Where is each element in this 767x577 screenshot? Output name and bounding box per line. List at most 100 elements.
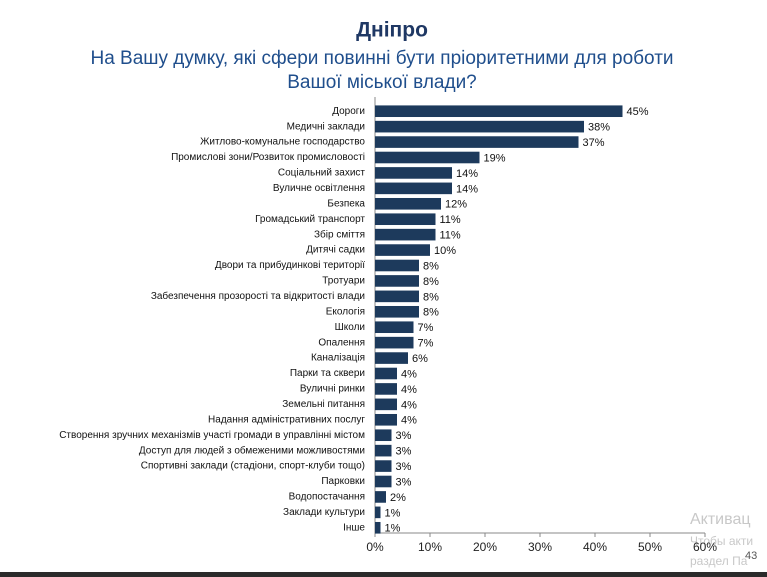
value-label: 6% [412,353,428,365]
bar [375,521,381,534]
value-label: 8% [423,260,439,272]
bar [375,136,579,148]
y-tick-label: Каналізація [311,353,365,364]
y-tick-label: Водопостачання [289,492,365,503]
y-tick-label: Школи [335,322,365,333]
y-tick-label: Інше [343,522,365,533]
bar [375,105,623,118]
bar [375,167,452,179]
x-tick-label: 10% [418,540,442,554]
value-label: 7% [418,322,434,334]
bar [375,275,419,287]
y-tick-label: Парки та сквери [290,368,365,379]
chart-title: Дніпро [356,19,428,42]
x-tick-label: 20% [473,540,497,554]
y-tick-label: Спортивні заклади (стадіони, спорт-клуби… [141,460,365,472]
value-label: 4% [401,368,417,380]
y-tick-label: Громадський транспорт [255,214,365,225]
value-label: 8% [423,276,439,288]
x-tick-label: 50% [638,540,662,554]
y-tick-label: Парковки [321,476,365,487]
value-label: 3% [396,461,412,473]
bar [375,383,397,395]
bar [375,228,436,241]
page-number: 43 [745,550,757,562]
chart-subtitle: На Вашу думку, які сфери повинні бути пр… [90,48,673,69]
watermark: раздел Па [690,554,748,568]
y-tick-label: Земельні питання [282,399,365,410]
bar [375,259,419,272]
bar [375,290,419,303]
value-label: 3% [396,430,412,442]
value-label: 38% [588,122,610,134]
value-label: 1% [385,507,401,519]
y-tick-label: Збір сміття [314,228,365,240]
y-tick-label: Двори та прибудинкові території [215,259,365,271]
value-label: 8% [423,307,439,319]
y-tick-label: Опалення [318,337,365,348]
value-label: 3% [396,476,412,488]
value-label: 7% [418,338,434,350]
bar [375,460,392,472]
y-tick-label: Вуличне освітлення [273,183,365,194]
x-tick-label: 30% [528,540,552,554]
y-tick-label: Соціальний захист [278,168,366,179]
y-tick-label: Створення зручних механізмів участі гром… [59,430,365,441]
bar [375,120,584,133]
watermark: Чтобы акти [690,534,753,548]
bar [375,151,480,164]
y-tick-label: Тротуари [322,276,365,287]
y-tick-label: Дитячі садки [306,245,365,256]
value-label: 11% [440,214,461,226]
bar [375,398,397,411]
y-tick-label: Медичні заклади [287,121,365,132]
y-tick-label: Забезпечення прозорості та відкритості в… [151,290,365,302]
x-tick-label: 0% [366,540,384,554]
value-label: 14% [456,183,478,195]
value-label: 4% [401,384,417,396]
y-tick-label: Надання адміністративних послуг [208,414,365,425]
y-tick-label: Житлово-комунальне господарство [200,137,365,148]
value-label: 11% [440,230,461,242]
y-tick-label: Заклади культури [283,507,365,518]
bar [375,491,386,503]
y-tick-label: Доступ для людей з обмеженими можливостя… [139,444,365,456]
y-tick-label: Дороги [332,106,365,117]
bar [375,305,419,318]
bar [375,444,392,457]
value-label: 45% [627,106,649,118]
bar [375,352,408,364]
value-label: 2% [390,492,406,504]
value-label: 8% [423,291,439,303]
x-tick-label: 60% [693,540,717,554]
bar [375,182,452,195]
y-tick-label: Промислові зони/Розвиток промисловості [171,152,365,163]
value-label: 37% [583,137,605,149]
bar [375,506,381,519]
bar [375,429,392,442]
bar [375,367,397,380]
value-label: 4% [401,399,417,411]
bar [375,475,392,488]
value-label: 10% [434,245,456,257]
value-label: 19% [484,152,506,164]
bar [375,336,414,349]
bar [375,413,397,426]
y-tick-label: Безпека [327,198,365,209]
bar [375,244,430,256]
value-label: 12% [445,199,467,211]
chart-subtitle: Вашої міської влади? [287,72,477,93]
bar [375,321,414,334]
x-tick-label: 40% [583,540,607,554]
bar [375,197,441,210]
value-label: 14% [456,168,478,180]
value-label: 4% [401,415,417,427]
watermark: Активац [690,511,751,528]
y-tick-label: Вуличні ринки [300,384,365,395]
value-label: 3% [396,446,412,458]
bottom-bar [0,572,767,577]
bar [375,213,436,226]
y-tick-label: Екологія [326,306,365,317]
value-label: 1% [385,523,401,535]
